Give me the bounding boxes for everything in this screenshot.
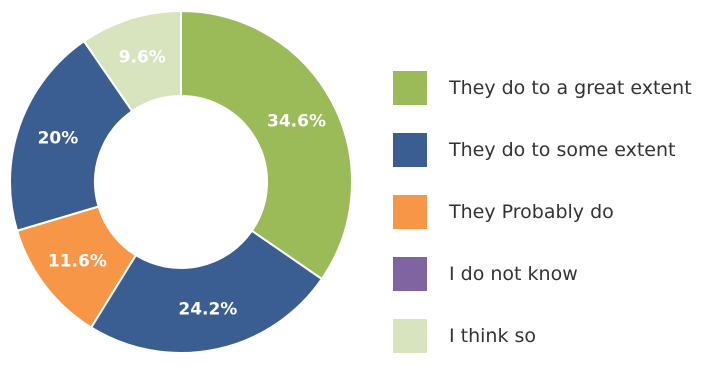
slice-label-4: 9.6% — [119, 47, 166, 67]
legend-label-think-so: I think so — [449, 325, 537, 347]
slice-label-0: 34.6% — [267, 111, 326, 131]
legend-swatch-think-so — [393, 319, 427, 353]
legend-item-do-not-know: I do not know — [393, 256, 721, 292]
donut-slice-0 — [180, 9, 353, 281]
donut-chart: 34.6% 24.2% 11.6% 20% 9.6% They do to a grea… — [9, 9, 692, 354]
donut-chart-svg: 34.6% 24.2% 11.6% 20% 9.6% — [9, 9, 353, 354]
legend-swatch-do-not-know — [393, 257, 427, 291]
legend-item-some-extent: They do to some extent — [393, 132, 721, 168]
legend-item-probably-do: They Probably do — [393, 194, 721, 230]
legend-item-great-extent: They do to a great extent — [393, 70, 721, 106]
legend-item-think-so: I think so — [393, 318, 721, 354]
slice-label-1: 24.2% — [178, 300, 237, 320]
legend-swatch-great-extent — [393, 71, 427, 105]
slice-label-3: 20% — [38, 129, 79, 149]
legend-label-some-extent: They do to some extent — [449, 139, 676, 161]
donut-slice-3 — [9, 39, 134, 232]
chart-legend: They do to a great extent They do to som… — [393, 70, 721, 380]
legend-label-do-not-know: I do not know — [449, 263, 578, 285]
legend-swatch-probably-do — [393, 195, 427, 229]
donut-slice-1 — [89, 229, 324, 354]
slice-labels: 34.6% 24.2% 11.6% 20% 9.6% — [38, 47, 326, 319]
legend-swatch-some-extent — [393, 133, 427, 167]
legend-label-probably-do: They Probably do — [449, 201, 614, 223]
slice-label-2: 11.6% — [48, 251, 107, 271]
donut-slice-4 — [82, 9, 182, 113]
legend-label-great-extent: They do to a great extent — [449, 77, 692, 99]
